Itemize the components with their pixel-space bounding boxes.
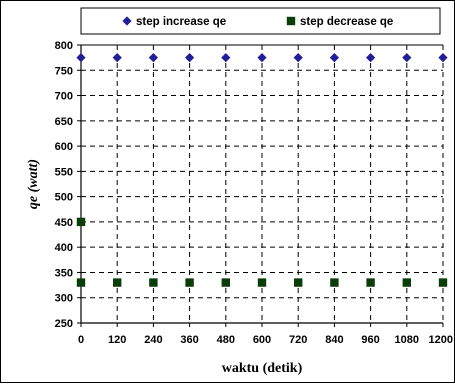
increase-point xyxy=(257,53,266,62)
data-marks xyxy=(76,53,447,287)
decrease-point xyxy=(439,278,447,286)
x-tick-label: 480 xyxy=(217,334,235,346)
x-tick-label: 1080 xyxy=(395,334,419,346)
increase-point xyxy=(330,53,339,62)
x-tick-label: 840 xyxy=(325,334,343,346)
x-tick-label: 360 xyxy=(180,334,198,346)
decrease-point xyxy=(149,278,157,286)
x-tick-labels: 0 120 240 360 480 600 720 840 960 1080 1200 xyxy=(78,334,453,346)
y-tick-label: 550 xyxy=(55,166,73,178)
decrease-point xyxy=(258,278,266,286)
decrease-point xyxy=(403,278,411,286)
increase-point xyxy=(366,53,375,62)
decrease-point xyxy=(294,278,302,286)
y-tick-label: 300 xyxy=(55,293,73,305)
legend-square-icon xyxy=(287,17,295,25)
y-tick-label: 700 xyxy=(55,91,73,103)
y-tick-label: 350 xyxy=(55,267,73,279)
increase-point xyxy=(438,53,447,62)
y-tick-label: 750 xyxy=(55,65,73,77)
increase-point xyxy=(149,53,158,62)
increase-point xyxy=(402,53,411,62)
y-tick-label: 600 xyxy=(55,141,73,153)
y-tick-label: 400 xyxy=(55,242,73,254)
x-tick-label: 120 xyxy=(108,334,126,346)
x-tick-label: 600 xyxy=(253,334,271,346)
x-tick-label: 1200 xyxy=(429,334,453,346)
x-axis-title: waktu (detik) xyxy=(222,361,303,376)
y-tick-label: 650 xyxy=(55,116,73,128)
x-tick-label: 960 xyxy=(361,334,379,346)
y-axis-title: qe (watt) xyxy=(26,159,41,209)
increase-point xyxy=(113,53,122,62)
legend-label: step decrease qe xyxy=(300,16,393,28)
increase-point xyxy=(185,53,194,62)
y-tick-labels: 250 300 350 400 450 500 550 600 650 700 750 800 xyxy=(55,40,73,330)
x-tick-label: 240 xyxy=(144,334,162,346)
decrease-point xyxy=(222,278,230,286)
decrease-point xyxy=(366,278,374,286)
increase-point xyxy=(221,53,230,62)
increase-point xyxy=(76,53,85,62)
decrease-point xyxy=(77,218,85,226)
decrease-point xyxy=(185,278,193,286)
x-tick-label: 720 xyxy=(289,334,307,346)
x-tick-label: 0 xyxy=(78,334,84,346)
increase-point xyxy=(294,53,303,62)
legend-label: step increase qe xyxy=(136,16,226,28)
y-tick-label: 250 xyxy=(55,318,73,330)
decrease-point xyxy=(330,278,338,286)
y-tick-label: 500 xyxy=(55,192,73,204)
decrease-point xyxy=(113,278,121,286)
y-tick-label: 450 xyxy=(55,217,73,229)
y-tick-label: 800 xyxy=(55,40,73,52)
decrease-point xyxy=(77,278,85,286)
